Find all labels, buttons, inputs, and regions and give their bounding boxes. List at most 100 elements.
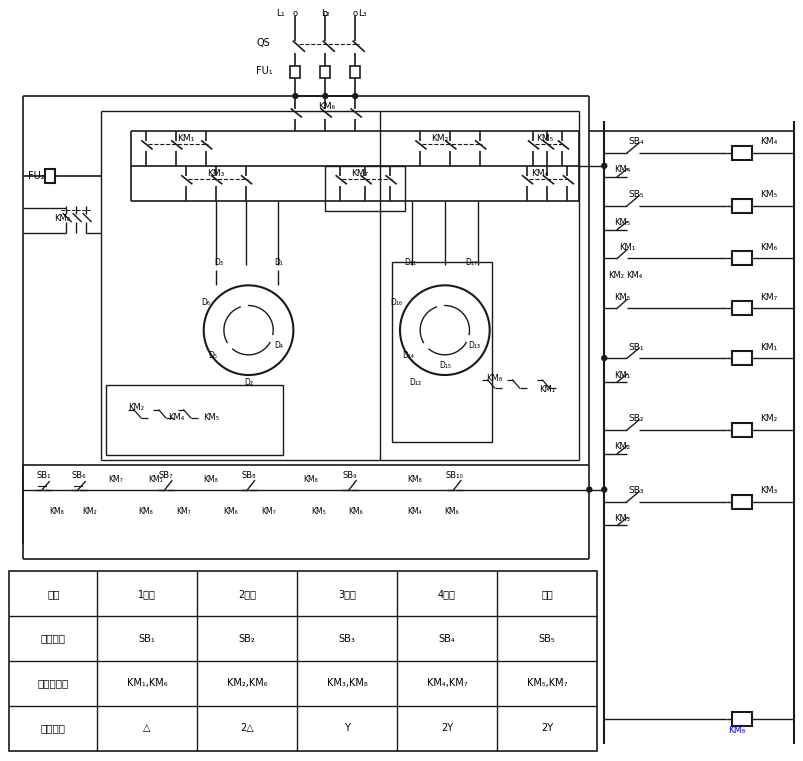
Text: SB₃: SB₃ bbox=[628, 486, 643, 495]
Text: KM₈: KM₈ bbox=[49, 507, 63, 516]
Text: o: o bbox=[353, 9, 357, 18]
Circle shape bbox=[586, 487, 591, 492]
Text: KM₃: KM₃ bbox=[613, 514, 630, 523]
Text: 1正转: 1正转 bbox=[138, 589, 156, 599]
Text: o: o bbox=[322, 9, 328, 18]
Text: D₆: D₆ bbox=[201, 298, 210, 307]
Text: SB₆: SB₆ bbox=[71, 471, 87, 480]
Text: 通电接触器: 通电接触器 bbox=[38, 678, 69, 689]
Text: KM₈: KM₈ bbox=[203, 475, 218, 484]
Bar bbox=[10, 572, 597, 750]
Circle shape bbox=[292, 94, 297, 98]
Text: SB₅: SB₅ bbox=[538, 634, 555, 644]
Text: KM₁: KM₁ bbox=[149, 475, 163, 484]
Text: SB₈: SB₈ bbox=[241, 471, 255, 480]
Text: SB₁: SB₁ bbox=[36, 471, 51, 480]
Text: KM₇: KM₇ bbox=[351, 169, 369, 178]
Text: KM₆: KM₆ bbox=[348, 507, 362, 516]
Circle shape bbox=[353, 94, 357, 98]
Text: KM₅: KM₅ bbox=[202, 413, 218, 422]
Text: KM₄: KM₄ bbox=[759, 138, 776, 146]
Text: KM₈: KM₈ bbox=[486, 374, 502, 383]
Text: 3正转: 3正转 bbox=[338, 589, 356, 599]
Text: KM₆: KM₆ bbox=[444, 507, 459, 516]
Circle shape bbox=[601, 355, 606, 361]
Bar bbox=[106, 385, 283, 455]
Text: 2Y: 2Y bbox=[440, 723, 452, 734]
Text: KM₇: KM₇ bbox=[261, 507, 275, 516]
Text: FU₂: FU₂ bbox=[28, 170, 45, 181]
Text: KM₃: KM₃ bbox=[759, 486, 776, 495]
Text: KM₂: KM₂ bbox=[82, 507, 96, 516]
Text: 2△: 2△ bbox=[240, 723, 254, 734]
Text: 按动按钮: 按动按钮 bbox=[41, 634, 66, 644]
Text: KM₃: KM₃ bbox=[207, 169, 224, 178]
Text: D₁: D₁ bbox=[274, 258, 283, 267]
Text: KM₅: KM₅ bbox=[613, 293, 630, 302]
Text: KM₆: KM₆ bbox=[317, 101, 335, 110]
Text: KM₈: KM₈ bbox=[138, 507, 153, 516]
Text: KM₁: KM₁ bbox=[177, 135, 194, 143]
Bar bbox=[392, 263, 491, 442]
Text: D₁₁: D₁₁ bbox=[404, 258, 415, 267]
Text: D₅: D₅ bbox=[208, 351, 217, 360]
Text: KM₈: KM₈ bbox=[303, 475, 317, 484]
Text: FU₁: FU₁ bbox=[255, 66, 272, 76]
Text: KM₆: KM₆ bbox=[759, 243, 776, 252]
Text: KM₅,KM₇: KM₅,KM₇ bbox=[526, 678, 566, 689]
Text: KM₃,KM₈: KM₃,KM₈ bbox=[326, 678, 367, 689]
Bar bbox=[731, 251, 751, 266]
Text: D₁₄: D₁₄ bbox=[402, 351, 414, 360]
Bar bbox=[45, 169, 55, 183]
Circle shape bbox=[322, 94, 328, 98]
Text: SB₁₀: SB₁₀ bbox=[446, 471, 463, 480]
Text: KM₂: KM₂ bbox=[613, 442, 630, 451]
Text: L₁: L₁ bbox=[275, 9, 284, 18]
Bar bbox=[325, 166, 405, 211]
Bar bbox=[731, 423, 751, 437]
Text: 绕组接线: 绕组接线 bbox=[41, 723, 66, 734]
Text: 2Y: 2Y bbox=[540, 723, 552, 734]
Text: SB₃: SB₃ bbox=[338, 634, 355, 644]
Text: SB₁: SB₁ bbox=[138, 634, 155, 644]
Text: KM₈: KM₈ bbox=[407, 475, 422, 484]
Text: KM₂: KM₂ bbox=[759, 414, 776, 423]
Text: SB₁: SB₁ bbox=[628, 342, 643, 352]
Circle shape bbox=[601, 487, 606, 492]
Bar bbox=[731, 351, 751, 365]
Text: KM₄,KM₇: KM₄,KM₇ bbox=[426, 678, 467, 689]
Bar bbox=[731, 146, 751, 160]
Text: D₁₃: D₁₃ bbox=[468, 341, 480, 349]
Text: KM₈: KM₈ bbox=[728, 726, 744, 735]
Text: D₄: D₄ bbox=[274, 341, 283, 349]
Text: D₁₇: D₁₇ bbox=[464, 258, 476, 267]
Text: 4正转: 4正转 bbox=[438, 589, 455, 599]
Bar bbox=[290, 66, 300, 78]
Text: KM₇: KM₇ bbox=[177, 507, 191, 516]
Text: KM₁,KM₆: KM₁,KM₆ bbox=[126, 678, 167, 689]
Text: D₃: D₃ bbox=[214, 258, 223, 267]
Bar bbox=[731, 301, 751, 315]
Text: KM₂: KM₂ bbox=[128, 403, 144, 412]
Text: 反转: 反转 bbox=[540, 589, 552, 599]
Text: SB₇: SB₇ bbox=[158, 471, 173, 480]
Text: KM₂,KM₆: KM₂,KM₆ bbox=[226, 678, 267, 689]
Text: KM₄: KM₄ bbox=[168, 413, 184, 422]
Text: SB₉: SB₉ bbox=[343, 471, 357, 480]
Text: L₂: L₂ bbox=[320, 9, 329, 18]
Text: 2正转: 2正转 bbox=[238, 589, 255, 599]
Text: KM₆: KM₆ bbox=[223, 507, 238, 516]
Text: KM₅: KM₅ bbox=[535, 135, 552, 143]
Text: KM₁: KM₁ bbox=[613, 371, 630, 380]
Text: KM₅: KM₅ bbox=[759, 190, 776, 199]
Text: QS: QS bbox=[256, 38, 270, 48]
Bar bbox=[731, 495, 751, 508]
Text: KM₁: KM₁ bbox=[759, 342, 776, 352]
Text: o: o bbox=[292, 9, 298, 18]
Text: KM₇: KM₇ bbox=[108, 475, 123, 484]
Text: KM₂: KM₂ bbox=[430, 135, 448, 143]
Text: D₁₅: D₁₅ bbox=[438, 361, 450, 370]
Text: KM₄: KM₄ bbox=[626, 271, 642, 280]
Text: KM₄: KM₄ bbox=[407, 507, 422, 516]
Text: D₁₆: D₁₆ bbox=[389, 298, 402, 307]
